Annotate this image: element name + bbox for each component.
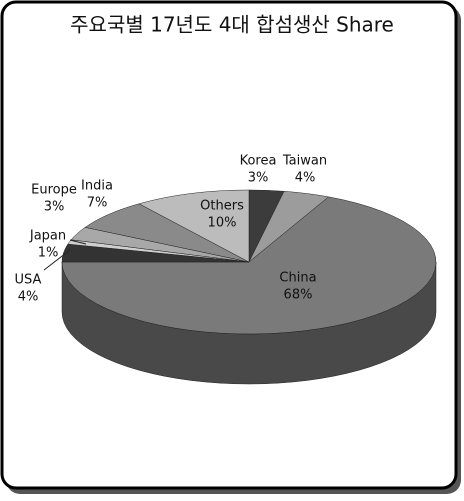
- slice-label: Japan: [29, 229, 66, 244]
- slice-value-label: 1%: [38, 246, 59, 261]
- slice-label: Taiwan: [282, 154, 327, 169]
- slice-label: India: [81, 179, 113, 194]
- slice-value-label: 4%: [18, 290, 39, 305]
- slice-value-label: 10%: [208, 216, 237, 231]
- slice-label: Korea: [240, 154, 277, 169]
- slice-value-label: 3%: [248, 171, 269, 186]
- slice-value-label: 7%: [87, 196, 108, 211]
- slice-value-label: 3%: [44, 200, 65, 215]
- slice-label: Europe: [31, 183, 77, 198]
- slice-label: USA: [15, 273, 42, 288]
- slice-label: Others: [200, 199, 244, 214]
- slice-value-label: 68%: [284, 288, 313, 303]
- slice-label: China: [279, 271, 316, 286]
- chart-title: 주요국별 17년도 4대 합섬생산 Share: [70, 13, 394, 37]
- leader-line: [69, 239, 87, 245]
- slice-value-label: 4%: [295, 171, 316, 186]
- pie-slice: [138, 189, 250, 263]
- pie-slice: [61, 196, 437, 335]
- leader-line: [43, 249, 71, 271]
